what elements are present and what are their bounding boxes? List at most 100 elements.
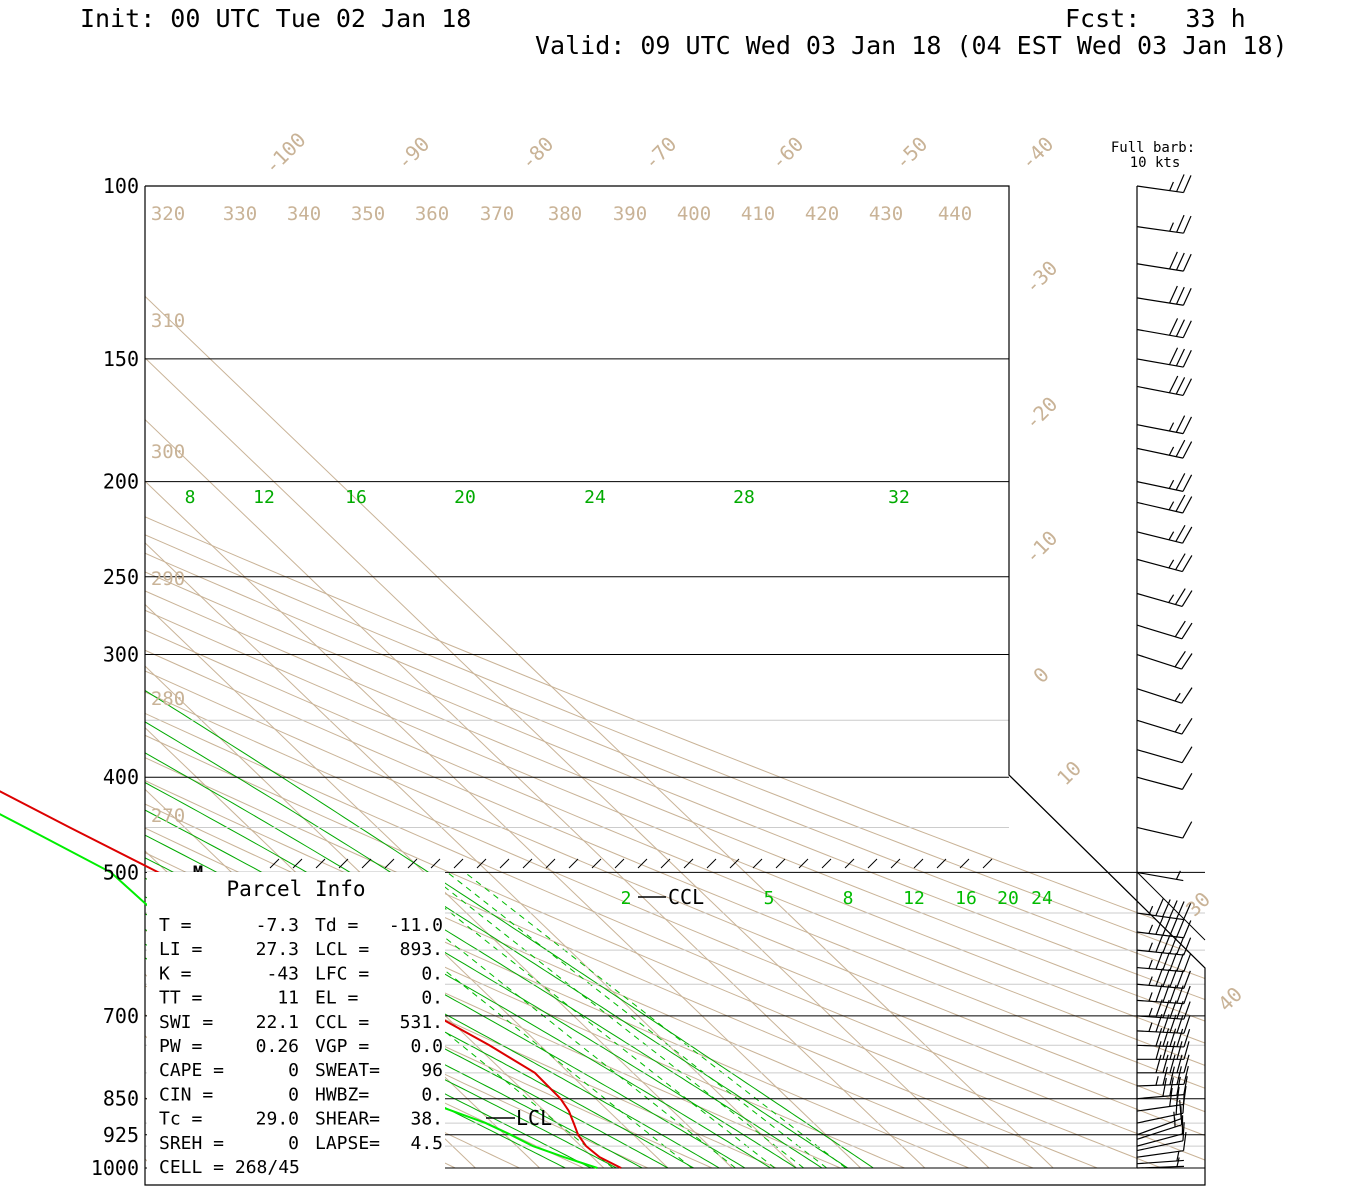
barb-feather	[1176, 970, 1184, 988]
parcel-row-label: LI =	[159, 939, 203, 960]
barb-feather	[1169, 285, 1178, 304]
frame-diagonal-inner	[1136, 871, 1206, 941]
barb-staff	[1136, 949, 1184, 956]
barb-feather	[1162, 917, 1171, 936]
barb-feather	[1169, 935, 1178, 954]
barb-feather	[1176, 1076, 1181, 1096]
barb-feather	[1182, 1085, 1187, 1105]
parcel-title: Parcel Info	[226, 877, 365, 901]
parcel-row-value: 29.0	[256, 1109, 299, 1130]
barb-staff	[1136, 1159, 1184, 1165]
isotherm-label: -50	[890, 132, 933, 175]
barb-staff	[1136, 385, 1184, 397]
parcel-row-label2: VGP =	[315, 1036, 369, 1057]
barb-feather	[1183, 1054, 1190, 1073]
barb-half-feather	[1176, 1151, 1180, 1162]
pressure-tick-label: 700	[103, 1004, 139, 1028]
pressure-tick-label: 400	[103, 765, 139, 789]
hatch-mark	[384, 858, 395, 869]
pressure-tick-label: 200	[103, 470, 139, 494]
barb-staff	[1136, 1083, 1184, 1087]
barb-feather	[1176, 1028, 1184, 1047]
parcel-row-label: K =	[159, 963, 192, 984]
parcel-box-bg	[147, 872, 445, 1183]
pressure-tick-label: 1000	[91, 1156, 139, 1180]
barb-half-feather	[1148, 959, 1153, 969]
wind-barb	[1136, 1076, 1188, 1100]
dry-adiabat-label: 310	[151, 310, 185, 332]
pressure-tick-label: 100	[103, 174, 139, 198]
barb-half-feather	[1174, 692, 1181, 702]
barb-half-feather	[1168, 594, 1175, 603]
barb-half-feather	[1168, 446, 1175, 456]
hatch-mark	[844, 858, 855, 869]
barb-half-feather	[1148, 1022, 1153, 1032]
parcel-row-value2: 96	[421, 1060, 443, 1081]
barb-staff	[1136, 358, 1184, 368]
barb-staff	[1136, 983, 1184, 989]
barb-feather	[1182, 215, 1192, 234]
parcel-row-label: CAPE =	[159, 1060, 224, 1081]
barb-feather	[1162, 1041, 1169, 1060]
parcel-row-value: -7.3	[256, 915, 299, 936]
barb-staff	[1136, 1030, 1184, 1034]
isotherm-line	[145, 186, 926, 1169]
barb-feather	[1182, 902, 1192, 920]
wind-barb	[1136, 174, 1192, 194]
barb-feather	[1175, 348, 1185, 367]
parcel-row-label2: SWEAT=	[315, 1060, 380, 1081]
wind-barb	[1136, 214, 1192, 234]
hatch-mark	[936, 858, 947, 869]
barb-feather	[1155, 951, 1164, 970]
barb-feather	[1162, 1077, 1167, 1097]
dry-adiabat-label: 430	[869, 203, 903, 225]
wind-barb	[1136, 934, 1192, 956]
barb-feather	[1182, 349, 1192, 368]
barb-feather	[1175, 252, 1185, 271]
wind-barb	[1136, 375, 1193, 397]
wind-barb	[1136, 415, 1193, 435]
hatch-mark	[476, 858, 487, 869]
hatch-mark	[269, 858, 280, 869]
isotherm-line	[145, 186, 733, 1169]
dewpoint-profile	[0, 813, 598, 1169]
wind-barb	[1136, 1157, 1184, 1169]
barb-staff	[1136, 424, 1184, 435]
barb-feather	[1181, 622, 1193, 640]
barb-staff	[1136, 1093, 1184, 1100]
barb-feather	[1181, 717, 1193, 735]
barb-staff	[1136, 1103, 1184, 1112]
isotherm-line	[145, 186, 861, 1169]
wind-barb	[1136, 1066, 1189, 1087]
parcel-row-value: 0	[288, 1084, 299, 1105]
isotherm-line	[145, 186, 1054, 1169]
barb-feather	[1181, 746, 1193, 763]
hatch-mark	[338, 858, 349, 869]
mixing-ratio-label: 24	[1031, 888, 1053, 909]
pressure-tick-label: 850	[103, 1087, 139, 1111]
barb-feather	[1182, 441, 1193, 459]
parcel-row-label: T =	[159, 915, 192, 936]
barb-feather	[1175, 553, 1186, 571]
mixing-ratio-label: 5	[764, 888, 775, 909]
hatch-mark	[430, 858, 441, 869]
barb-feather	[1175, 473, 1186, 491]
parcel-row-label: CIN =	[159, 1084, 213, 1105]
moist-adiabat-label: 8	[185, 487, 196, 508]
wind-barb	[1136, 1132, 1187, 1158]
barb-feather	[1176, 1041, 1183, 1060]
parcel-row-value: 22.1	[256, 1012, 299, 1033]
barb-feather	[1176, 1086, 1180, 1106]
isotherm-label: -30	[1020, 256, 1063, 299]
barb-half-feather	[1168, 422, 1175, 432]
isotherm-label: -20	[1020, 392, 1063, 435]
hatch-mark	[683, 858, 694, 869]
barb-half-feather	[1168, 479, 1175, 489]
barb-half-feather	[1148, 924, 1154, 934]
barb-feather	[1169, 1087, 1173, 1107]
pressure-tick-label: 250	[103, 565, 139, 589]
barb-staff	[1136, 776, 1183, 790]
dry-adiabat-label: 420	[805, 203, 839, 225]
wind-barb	[1136, 285, 1192, 306]
barb-staff	[1136, 185, 1184, 194]
